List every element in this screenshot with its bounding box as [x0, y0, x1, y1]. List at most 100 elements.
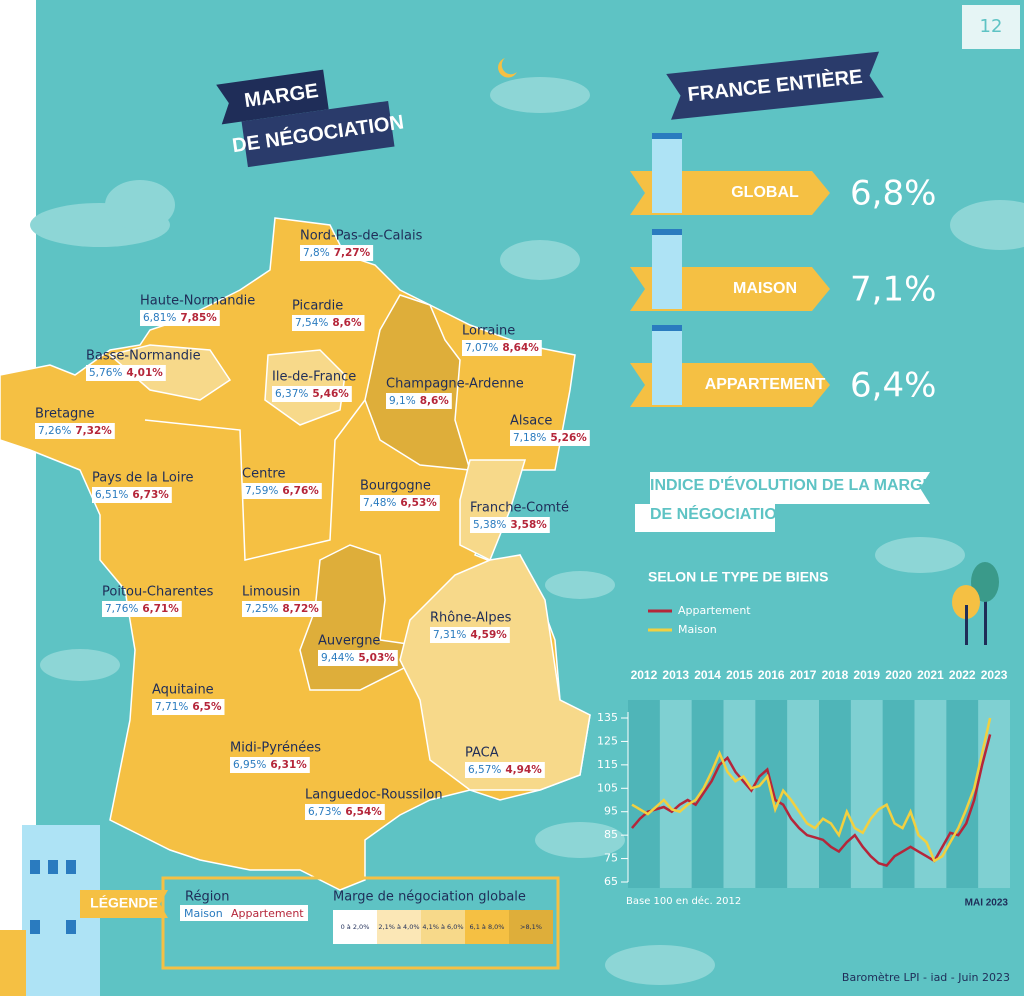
region-appartement: 8,64% — [502, 342, 539, 354]
region-value-box — [510, 430, 590, 446]
region-value-box — [242, 483, 322, 499]
x-tick-label: 2017 — [790, 668, 817, 682]
year-band — [850, 700, 883, 888]
region-maison: 9,44% — [321, 652, 354, 664]
region-maison: 7,31% — [433, 629, 466, 641]
region-name: Franche-Comté — [470, 501, 569, 516]
france-label: MAISON — [733, 280, 797, 297]
legend-label: Maison — [678, 623, 717, 636]
chart-note: Base 100 en déc. 2012 — [626, 895, 741, 907]
region-value-box — [272, 386, 352, 402]
region-appartement: 7,32% — [75, 425, 112, 437]
icon — [652, 133, 682, 213]
year-band — [723, 700, 756, 888]
region-appartement: 8,72% — [282, 603, 319, 615]
y-tick-label: 65 — [604, 875, 618, 888]
region-value-box — [292, 315, 365, 331]
region-appartement: 6,54% — [345, 806, 382, 818]
y-tick-label: 105 — [597, 781, 618, 794]
region-appartement: 3,58% — [510, 519, 547, 531]
region-maison: 7,25% — [245, 603, 278, 615]
region-value-box — [470, 517, 550, 533]
region-appartement: 6,73% — [132, 489, 169, 501]
x-tick-label: 2021 — [917, 668, 944, 682]
region-value-box — [386, 393, 452, 409]
tree — [952, 562, 999, 645]
region-value-box — [230, 757, 310, 773]
y-tick-label: 75 — [604, 852, 618, 865]
region-name: Picardie — [292, 299, 343, 314]
legend-bin-label: 2,1% à 4,0% — [378, 923, 419, 931]
x-tick-label: 2023 — [981, 668, 1008, 682]
y-tick-label: 85 — [604, 828, 618, 841]
region-value-box — [465, 762, 545, 778]
region-value-box — [86, 365, 166, 381]
region-maison: 7,8% — [303, 247, 330, 259]
region-value-box — [430, 627, 510, 643]
chart-title-box — [635, 504, 775, 532]
icon-roof — [652, 133, 682, 139]
region-name: Rhône-Alpes — [430, 611, 512, 626]
region-appartement: 6,76% — [282, 485, 319, 497]
region-maison: 6,73% — [308, 806, 341, 818]
region-name: Pays de la Loire — [92, 471, 194, 486]
region-appartement: 6,71% — [142, 603, 179, 615]
legend-bin — [465, 910, 509, 944]
region-appartement: 8,6% — [332, 317, 362, 329]
x-tick-label: 2022 — [949, 668, 976, 682]
region-value-box — [305, 804, 385, 820]
y-tick-label: 125 — [597, 734, 618, 747]
region-maison: 7,59% — [245, 485, 278, 497]
legend-maison: Maison — [184, 907, 223, 920]
legend-bin — [509, 910, 553, 944]
region-value-box — [152, 699, 225, 715]
region-appartement: 8,6% — [420, 395, 450, 407]
legend: LÉGENDE Région Maison Appartement Marge … — [0, 825, 560, 996]
legend-bin-label: 6,1 à 8,0% — [470, 923, 505, 931]
region-appartement: 4,01% — [126, 367, 163, 379]
region-name: Limousin — [242, 585, 300, 600]
region-maison: 5,38% — [473, 519, 506, 531]
region-name: Aquitaine — [152, 683, 214, 698]
france-rows: GLOBAL 6,8% MAISON 7,1% APPARTEMENT 6,4% — [630, 133, 936, 407]
region-maison: 6,37% — [275, 388, 308, 400]
region-value-box — [462, 340, 542, 356]
x-tick-label: 2019 — [853, 668, 880, 682]
moon — [498, 58, 517, 78]
chart: 2012 2013 2014 2015 2016 2017 2018 2019 2020 2021… — [597, 604, 1010, 888]
legend-bin-label: 4,1% à 6,0% — [422, 923, 463, 931]
x-tick-label: 2014 — [694, 668, 721, 682]
region-maison: 7,07% — [465, 342, 498, 354]
france-label: GLOBAL — [731, 184, 799, 201]
region-labels: Nord-Pas-de-Calais 7,8% 7,27% Haute-Normand… — [35, 229, 590, 820]
chart-subtitle: SELON LE TYPE DE BIENS — [648, 569, 828, 585]
region-appartement: 6,31% — [270, 759, 307, 771]
region-value-box — [35, 423, 115, 439]
region-maison: 6,51% — [95, 489, 128, 501]
region-appartement: 4,59% — [470, 629, 507, 641]
legend-bin — [421, 910, 465, 944]
clouds — [30, 77, 1024, 985]
region-appartement: 6,53% — [400, 497, 437, 509]
region-maison: 6,57% — [468, 764, 501, 776]
region-appartement: 5,26% — [550, 432, 587, 444]
legend-appartement: Appartement — [231, 907, 304, 920]
region-appartement: 7,27% — [334, 247, 371, 259]
year-band — [659, 700, 692, 888]
region-maison: 7,18% — [513, 432, 546, 444]
region-name: Haute-Normandie — [140, 294, 255, 309]
x-tick-label: 2012 — [631, 668, 658, 682]
icon — [652, 229, 682, 309]
region-maison: 7,76% — [105, 603, 138, 615]
france-value: 7,1% — [850, 270, 936, 310]
region-appartement: 4,94% — [505, 764, 542, 776]
region-name: Ile-de-France — [272, 370, 356, 385]
y-tick-label: 135 — [597, 711, 618, 724]
region-name: PACA — [465, 746, 499, 761]
france-value: 6,4% — [850, 366, 936, 406]
region-value-box — [318, 650, 398, 666]
region-appartement: 5,03% — [358, 652, 395, 664]
x-tick-label: 2013 — [662, 668, 689, 682]
region-maison: 6,95% — [233, 759, 266, 771]
icon — [652, 325, 682, 405]
